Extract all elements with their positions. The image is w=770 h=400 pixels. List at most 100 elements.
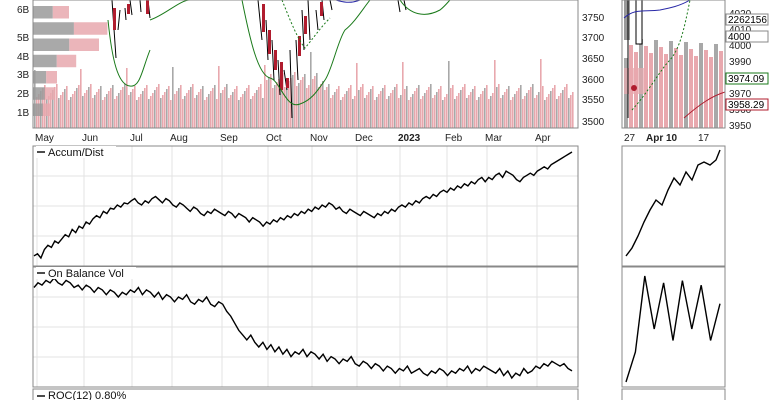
- x-tick-label: Aug: [170, 133, 188, 144]
- volume-bar: [522, 99, 524, 128]
- volume-profile-bar-up: [52, 6, 69, 19]
- zoom-volume-bar: [674, 48, 678, 128]
- price-box: 4000: [725, 30, 769, 43]
- volume-bar: [340, 100, 342, 128]
- volume-bar: [210, 91, 212, 128]
- volume-bar: [342, 97, 344, 128]
- volume-bar: [506, 89, 508, 128]
- volume-profile-bar-down: [33, 103, 43, 116]
- volume-bar: [386, 99, 388, 128]
- volume-bar: [568, 98, 570, 128]
- volume-bar: [74, 91, 76, 128]
- volume-bar: [314, 76, 316, 128]
- zoom-volume-bar: [694, 56, 698, 128]
- zoom-volume-bar: [709, 57, 713, 128]
- volume-bar: [490, 96, 492, 128]
- volume-bar: [106, 94, 108, 128]
- volume-bar: [208, 94, 210, 128]
- volume-bar: [92, 98, 94, 128]
- volume-bar: [546, 97, 548, 128]
- volume-bar: [224, 87, 226, 128]
- volume-profile-bar-up: [42, 103, 51, 116]
- volume-bar: [406, 86, 408, 128]
- volume-bar: [188, 90, 190, 128]
- x-tick-label: Mar: [485, 133, 503, 144]
- volume-bar: [134, 86, 136, 128]
- volume-bar: [494, 60, 496, 128]
- obv-label: On Balance Vol: [48, 268, 124, 280]
- volume-bar: [544, 100, 546, 128]
- x-tick-label: May: [35, 133, 54, 144]
- zoom-obv-line: [625, 275, 721, 383]
- zoom-accum-dist-pane: [621, 145, 726, 267]
- price-marker: [631, 85, 637, 91]
- volume-bar: [344, 94, 346, 128]
- volume-bar: [72, 94, 74, 128]
- volume-bar: [504, 92, 506, 128]
- volume-bar: [462, 87, 464, 128]
- volume-bar: [98, 89, 100, 128]
- volume-bar: [58, 98, 60, 128]
- volume-bar: [180, 85, 182, 128]
- volume-bar: [542, 86, 544, 128]
- zoom-volume-bar: [659, 47, 663, 128]
- volume-bar: [398, 98, 400, 128]
- volume-bar: [56, 84, 58, 128]
- volume-bar: [510, 100, 512, 128]
- volume-bar: [570, 95, 572, 128]
- volume-bar: [430, 84, 432, 128]
- zoom-volume-bar: [679, 55, 683, 128]
- volume-bar: [556, 99, 558, 128]
- volume-bar: [174, 94, 176, 128]
- volume-bar: [262, 98, 264, 128]
- volume-bar: [132, 89, 134, 128]
- volume-bar: [320, 84, 322, 128]
- volume-tick-label: 4B: [17, 52, 30, 63]
- price-tick-label: 3750: [582, 13, 605, 24]
- volume-bar: [90, 84, 92, 128]
- accum-dist-grid: [33, 146, 578, 266]
- zoom-price-axis: 4020401040003990398039703960395040003974…: [725, 9, 769, 132]
- volume-bar: [162, 95, 164, 128]
- volume-bar: [368, 92, 370, 128]
- volume-bar: [312, 79, 314, 128]
- volume-bar: [550, 91, 552, 128]
- volume-bar: [432, 98, 434, 128]
- volume-bar: [370, 89, 372, 128]
- volume-bar: [452, 85, 454, 128]
- volume-bar: [516, 91, 518, 128]
- volume-bar: [248, 85, 250, 128]
- volume-bar: [348, 88, 350, 128]
- volume-bar: [414, 91, 416, 128]
- zoom-x-tick-label: 17: [698, 133, 710, 144]
- volume-bar: [392, 90, 394, 128]
- volume-bar: [264, 65, 266, 128]
- volume-bar: [426, 90, 428, 128]
- volume-bar: [536, 95, 538, 128]
- volume-bar: [572, 92, 574, 128]
- volume-bar: [418, 85, 420, 128]
- volume-bar: [76, 88, 78, 128]
- volume-bar: [136, 100, 138, 128]
- red-candles: [113, 0, 323, 90]
- volume-bar: [82, 96, 84, 128]
- volume-bar: [388, 96, 390, 128]
- volume-bar: [468, 95, 470, 128]
- volume-bar: [176, 91, 178, 128]
- volume-bar: [78, 85, 80, 128]
- volume-bar: [566, 84, 568, 128]
- volume-bar: [524, 96, 526, 128]
- x-tick-label: Oct: [266, 133, 282, 144]
- volume-bar: [474, 86, 476, 128]
- volume-bar: [534, 98, 536, 128]
- volume-profile-bar-up: [56, 54, 77, 68]
- volume-bar: [464, 84, 466, 128]
- volume-bar: [256, 90, 258, 128]
- volume-bar: [364, 98, 366, 128]
- volume-bar: [476, 100, 478, 128]
- volume-bar: [382, 88, 384, 128]
- volume-tick-label: 3B: [17, 70, 30, 81]
- x-tick-label: Apr: [535, 133, 551, 144]
- volume-profile-bar-down: [33, 87, 45, 100]
- price-box-label: 4000: [728, 32, 751, 43]
